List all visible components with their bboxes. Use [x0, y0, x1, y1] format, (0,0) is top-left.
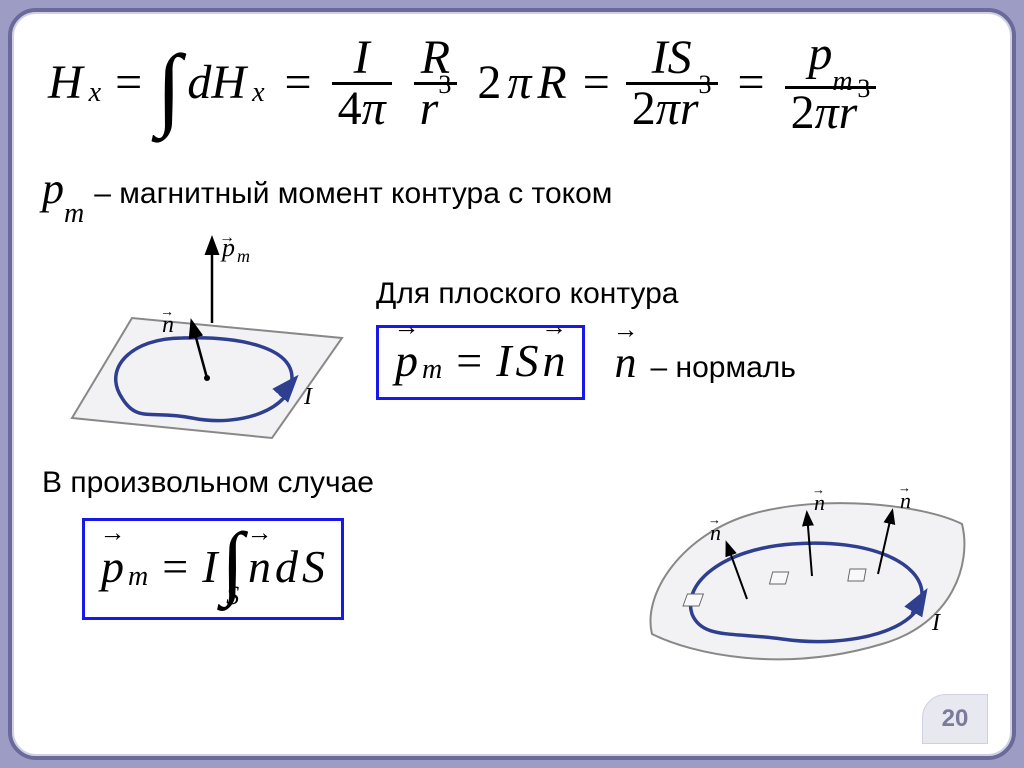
page-number: 20: [922, 694, 988, 744]
svg-text:→: →: [898, 480, 911, 495]
frac-IS-2pir3: IS 2πr3: [626, 34, 718, 133]
formula-flat-boxed: pm = ISn: [376, 325, 585, 400]
dH: dH: [187, 59, 246, 107]
integral-icon: ∫: [156, 55, 181, 119]
two: 2: [477, 59, 501, 107]
svg-text:→: →: [219, 229, 235, 246]
main-equation: H x = ∫ dH x = I 4π R r3 2 π R =: [48, 30, 982, 137]
svg-text:I: I: [303, 384, 313, 410]
figure-flat-contour: p m → n → I: [42, 228, 352, 448]
sub-x: x: [89, 79, 101, 107]
figure-arbitrary-surface: n → n → n → I: [622, 444, 982, 674]
formula-arbitrary-boxed: pm = I ∫ S ndS: [82, 518, 344, 619]
sub-x2: x: [252, 79, 264, 107]
flat-contour-text: Для плоского контура: [376, 277, 796, 311]
svg-text:I: I: [931, 610, 941, 636]
integral-icon-2: ∫: [222, 537, 244, 586]
svg-text:→: →: [708, 512, 721, 527]
var-n: n: [615, 337, 637, 388]
svg-text:→: →: [812, 482, 825, 497]
frac-pm-2pir3: pm 2πr3: [785, 30, 877, 137]
svg-text:m: m: [237, 246, 250, 266]
frac-R-r3: R r3: [414, 34, 458, 133]
pm-description-line: pm – магнитный момент контура с током: [42, 163, 982, 221]
svg-text:→: →: [160, 303, 174, 319]
normal-desc: – нормаль: [651, 351, 796, 385]
var-H: H: [48, 59, 83, 107]
frac-I-4pi: I 4π: [332, 34, 392, 133]
